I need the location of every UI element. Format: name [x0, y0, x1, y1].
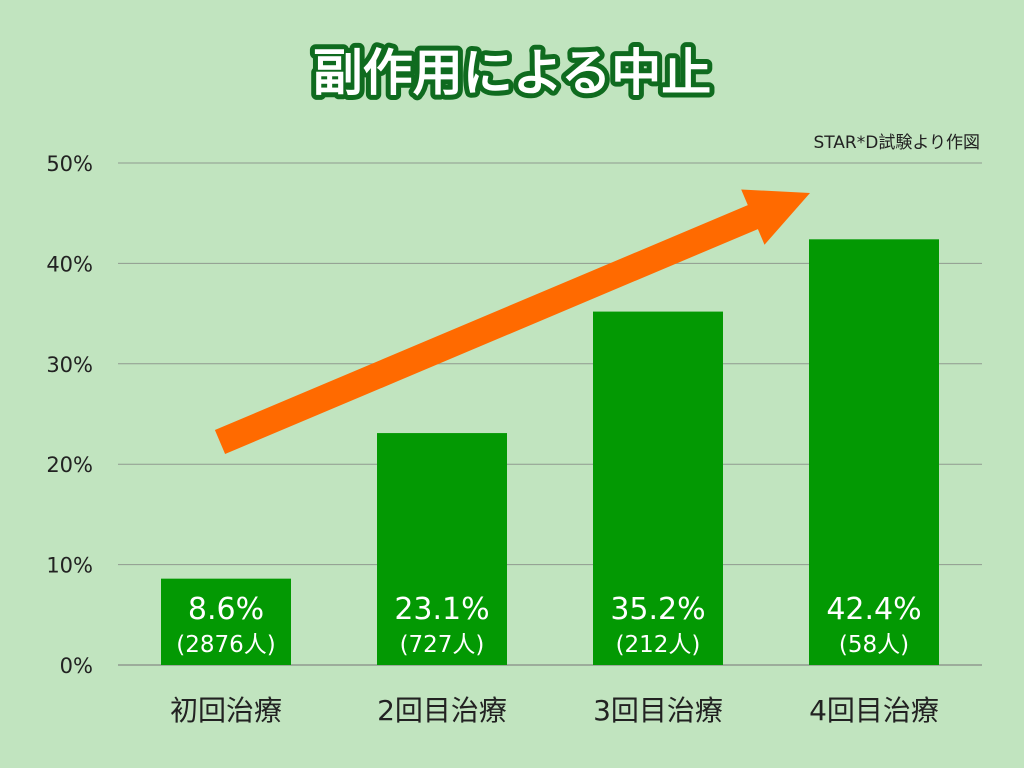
- bar-value-label: 8.6%: [188, 592, 264, 627]
- y-tick-label: 20%: [46, 453, 93, 477]
- y-tick-label: 10%: [46, 554, 93, 578]
- x-tick-label: 4回目治療: [809, 694, 939, 727]
- y-tick-label: 40%: [46, 252, 93, 276]
- bar-count-label: (727人): [400, 632, 485, 658]
- x-tick-label: 初回治療: [170, 694, 282, 727]
- trend-arrow-icon: [214, 189, 810, 454]
- y-axis-ticks: 0% 10% 20% 30% 40% 50%: [46, 152, 93, 678]
- x-tick-label: 2回目治療: [377, 694, 507, 727]
- trend-arrow-layer: [214, 189, 810, 454]
- y-tick-label: 30%: [46, 353, 93, 377]
- bar-count-label: (212人): [616, 632, 701, 658]
- bar: [377, 433, 507, 665]
- x-axis-ticks: 初回治療 2回目治療 3回目治療 4回目治療: [170, 694, 939, 727]
- bar: [809, 239, 939, 665]
- y-tick-label: 50%: [46, 152, 93, 176]
- source-note: STAR*D試験より作図: [813, 133, 980, 153]
- bar-count-label: (58人): [839, 632, 909, 658]
- bars: [161, 239, 939, 665]
- bar-labels: 8.6% (2876人) 23.1% (727人) 35.2% (212人) 42.4% (5…: [176, 592, 921, 658]
- y-tick-label: 0%: [60, 654, 93, 678]
- bar: [593, 311, 723, 665]
- bar: [161, 578, 291, 665]
- bar-value-label: 23.1%: [394, 592, 489, 627]
- bar-value-label: 35.2%: [610, 592, 705, 627]
- bar-count-label: (2876人): [176, 632, 275, 658]
- bar-value-label: 42.4%: [826, 592, 921, 627]
- x-tick-label: 3回目治療: [593, 694, 723, 727]
- chart-title: 副作用による中止: [313, 44, 712, 102]
